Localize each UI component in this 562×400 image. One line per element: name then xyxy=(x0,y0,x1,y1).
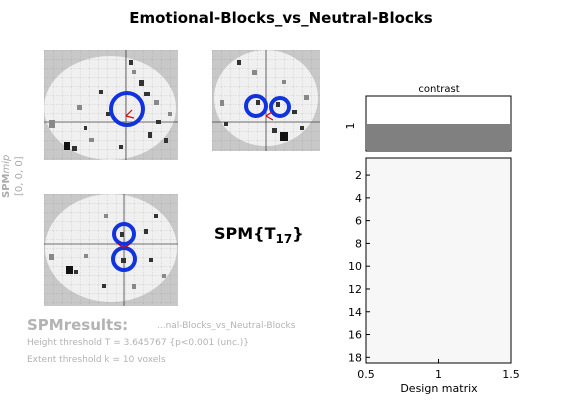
mip-coronal xyxy=(212,50,320,151)
ytick-label: 10 xyxy=(348,260,362,273)
mip-axial xyxy=(44,194,178,306)
ytick-label: 6 xyxy=(355,215,362,228)
statistic-label: SPM{T17} xyxy=(214,224,304,246)
extent-threshold: Extent threshold k = 10 voxels xyxy=(27,355,166,365)
contrast-ytick-label: 1 xyxy=(344,123,357,130)
ytick-label: 8 xyxy=(355,237,362,250)
xtick-label: 0.5 xyxy=(357,368,375,381)
height-threshold: Height threshold T = 3.645767 {p<0.001 (… xyxy=(27,338,249,348)
xtick-label: 1.5 xyxy=(502,368,520,381)
design-matrix-xlabel: Design matrix xyxy=(400,382,478,395)
ytick-label: 4 xyxy=(355,192,362,205)
spm-mip-label: SPMmip xyxy=(1,182,12,198)
mip-coordinates: [0, 0, 0] xyxy=(14,156,25,196)
ytick-label: 18 xyxy=(348,351,362,364)
results-title: SPMresults: xyxy=(27,316,128,334)
figure-title: Emotional-Blocks_vs_Neutral-Blocks xyxy=(0,9,562,27)
contrast-bar xyxy=(367,124,510,151)
results-file: ...nal-Blocks_vs_Neutral-Blocks xyxy=(157,321,295,331)
mip-sagittal xyxy=(44,50,178,160)
contrast-design-chart: contrast 1 2 4 6 8 10 12 14 16 18 0.5 1 1.5 Design… xyxy=(330,78,530,398)
contrast-title: contrast xyxy=(418,84,459,95)
ytick-label: 16 xyxy=(348,329,362,342)
ytick-label: 2 xyxy=(355,169,362,182)
ytick-label: 12 xyxy=(348,283,362,296)
ytick-label: 14 xyxy=(348,306,362,319)
xtick-label: 1 xyxy=(435,368,442,381)
design-matrix-axes xyxy=(366,158,511,363)
